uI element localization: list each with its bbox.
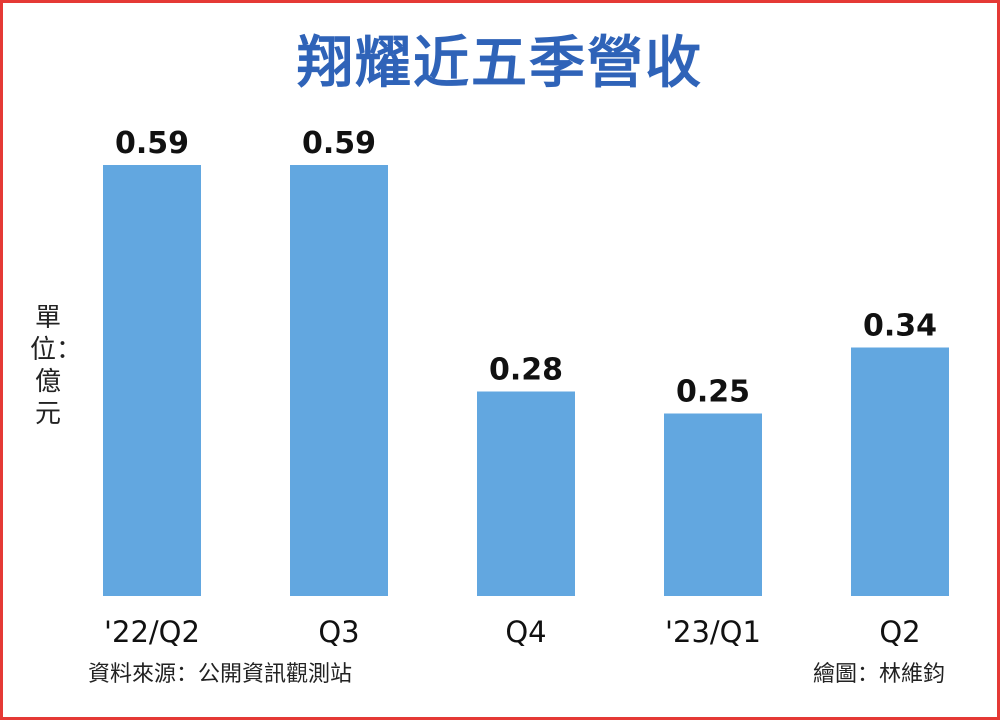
bar-1 (103, 164, 201, 596)
value-label-2: 0.59 (302, 126, 376, 161)
value-label-1: 0.59 (115, 126, 189, 161)
bar-5 (851, 347, 949, 596)
value-label-3: 0.28 (489, 352, 563, 387)
x-tick-labels-layer: '22/Q2 Q3 Q4 '23/Q1 Q2 (104, 615, 921, 649)
x-tick-label-5: Q2 (879, 615, 920, 649)
x-tick-label-2: Q3 (318, 615, 359, 649)
source-note: 資料來源：公開資訊觀測站 (88, 662, 353, 687)
bars-layer (103, 164, 949, 596)
chart-title: 翔耀近五季營收 (297, 31, 703, 96)
x-tick-label-3: Q4 (505, 615, 546, 649)
value-label-5: 0.34 (863, 309, 937, 344)
x-tick-label-4: '23/Q1 (665, 615, 761, 649)
chart-credit: 繪圖：林維鈞 (812, 662, 945, 687)
value-label-4: 0.25 (676, 374, 750, 409)
bar-3 (477, 391, 575, 596)
bar-4 (664, 413, 762, 596)
bar-2 (290, 164, 388, 596)
x-tick-label-1: '22/Q2 (104, 615, 200, 649)
value-labels-layer: 0.59 0.59 0.28 0.25 0.34 (115, 126, 937, 409)
